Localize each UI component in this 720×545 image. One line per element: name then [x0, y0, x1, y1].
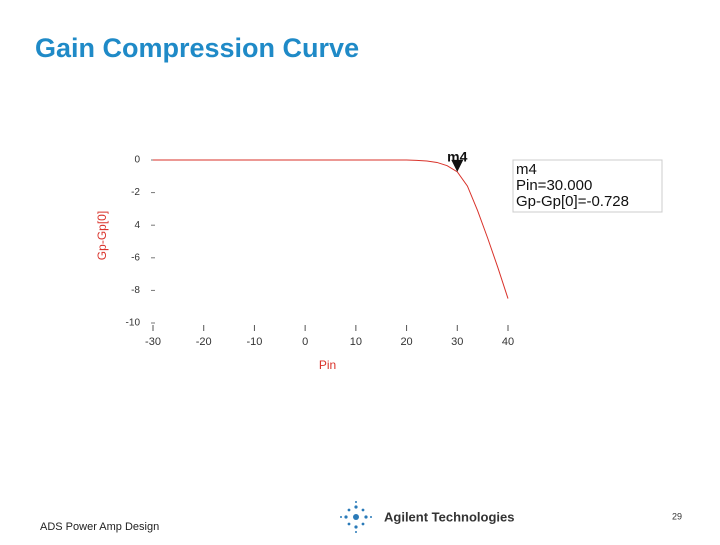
x-tick-label: 40 [502, 336, 514, 348]
x-tick-label: 10 [350, 336, 362, 348]
x-tick-label: -10 [246, 336, 262, 348]
x-tick-label: 30 [451, 336, 463, 348]
logo-text: Agilent Technologies [384, 509, 515, 524]
agilent-logo-icon [340, 501, 372, 533]
x-tick-label: 0 [302, 336, 308, 348]
y-axis-label: Gp-Gp[0] [95, 211, 109, 260]
y-tick-label: 4 [134, 220, 140, 231]
x-axis-label: Pin [319, 358, 336, 372]
chart: 0 -2 4 -6 -8 -10 -30 -20 -10 0 10 20 30 40 Pin Gp-Gp[0]… [95, 149, 663, 372]
x-tick-label: -20 [196, 336, 212, 348]
y-tick-label: -10 [126, 318, 141, 329]
marker-readout: Pin=30.000 [516, 177, 592, 194]
marker-triangle [451, 159, 464, 172]
marker-readout: Gp-Gp[0]=-0.728 [516, 193, 629, 210]
y-tick-label: 0 [134, 155, 140, 166]
marker-box [512, 159, 663, 213]
slide-title: Gain Compression Curve [35, 33, 359, 63]
x-tick-label: -30 [145, 336, 161, 348]
y-tick-label: -6 [131, 252, 140, 263]
marker-name: m4 [447, 149, 467, 165]
x-tick-label: 20 [400, 336, 412, 348]
page-number: 29 [672, 511, 682, 521]
footer-text: ADS Power Amp Design [40, 521, 159, 533]
y-tick-label: -2 [131, 187, 140, 198]
marker-readout: m4 [516, 161, 537, 178]
data-line [153, 159, 509, 299]
y-tick-label: -8 [131, 285, 140, 296]
